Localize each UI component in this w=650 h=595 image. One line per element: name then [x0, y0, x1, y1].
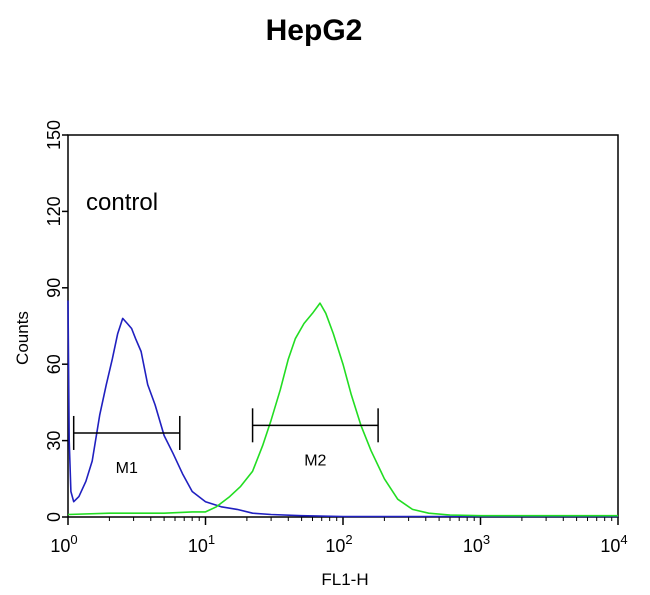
marker-group: M1 M2	[72, 408, 379, 477]
chart-title: HepG2	[266, 14, 363, 47]
y-tick-label: 60	[44, 354, 64, 374]
y-axis-ticks: 0 30 60 90 120 150	[44, 120, 68, 522]
x-tick-label: 104	[600, 532, 627, 556]
series-group	[67, 300, 618, 518]
x-tick-label: 102	[325, 532, 352, 556]
y-tick-label: 120	[44, 196, 64, 226]
x-tick-label: 101	[188, 532, 215, 556]
control-annotation: control	[86, 189, 158, 216]
y-tick-label: 90	[44, 278, 64, 298]
x-tick-label: 103	[463, 532, 490, 556]
series-line-1	[67, 300, 618, 518]
x-tick-label: 100	[50, 532, 77, 556]
y-tick-label: 30	[44, 431, 64, 451]
marker-label: M2	[304, 452, 326, 469]
series-line-2	[67, 302, 618, 517]
y-tick-label: 150	[44, 120, 64, 150]
y-axis-label: Counts	[13, 311, 32, 365]
x-axis-ticks: 100 101 102 103 104	[50, 517, 628, 556]
x-axis-label: FL1-H	[321, 570, 368, 589]
marker-label: M1	[116, 460, 138, 477]
y-tick-label: 0	[44, 512, 64, 522]
